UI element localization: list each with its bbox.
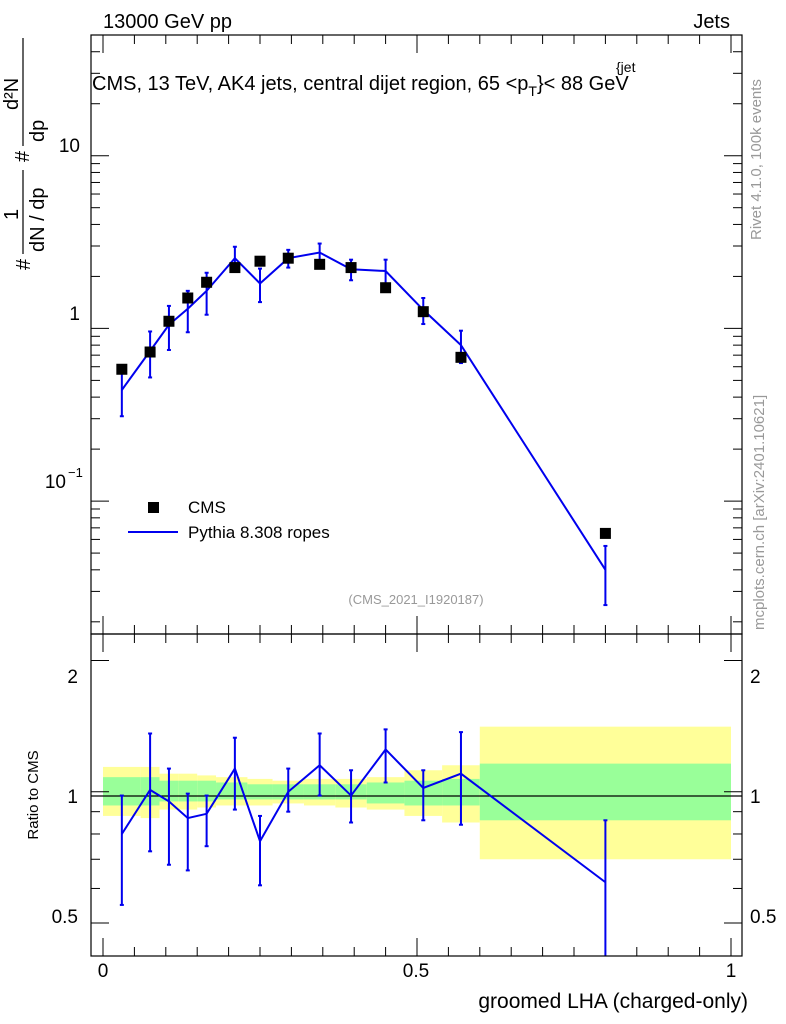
ratio-mc-line — [120, 747, 607, 884]
ytick-label-0.1-exponent: −1 — [68, 465, 83, 480]
legend-data-label: CMS — [188, 498, 226, 517]
ytick-label-10: 10 — [59, 136, 80, 157]
ratio-band-inner — [366, 782, 405, 804]
ratio-plot-frame — [90, 633, 743, 957]
x-axis-label: groomed LHA (charged-only) — [478, 990, 748, 1013]
data-point — [380, 282, 392, 294]
plot-title: CMS, 13 TeV, AK4 jets, central dijet reg… — [92, 73, 629, 99]
ratio-ytick-label-1: 1 — [67, 787, 78, 808]
data-point — [314, 258, 326, 270]
data-point — [144, 346, 156, 358]
data-point — [182, 292, 194, 304]
legend-mc-label: Pythia 8.308 ropes — [188, 523, 330, 542]
legend-data-marker — [148, 502, 159, 513]
y-label-den2: dp — [27, 120, 49, 142]
ratio-band-inner — [247, 784, 273, 800]
xtick-label-0.5: 0.5 — [403, 961, 429, 982]
ratio-uncertainty-bands — [103, 726, 731, 860]
y-label-denominator: dN / dp — [27, 188, 49, 252]
data-point — [417, 306, 429, 318]
y-label-numerator: 1 — [1, 209, 23, 220]
ratio-ytick-label-1-right: 1 — [750, 787, 761, 808]
y-label-num2: d²N — [1, 78, 23, 110]
main-panel — [90, 34, 743, 635]
data-point — [282, 252, 294, 264]
ratio-y-axis-label: Ratio to CMS — [25, 750, 42, 839]
main-plot-frame — [90, 34, 743, 635]
ratio-ytick-label-0.5: 0.5 — [52, 907, 78, 928]
data-point — [229, 262, 241, 274]
source-url-text: mcplots.cern.ch [arXiv:2401.10621] — [751, 395, 768, 630]
data-point — [163, 315, 175, 327]
rivet-version-text: Rivet 4.1.0, 100k events — [748, 79, 765, 240]
data-point — [201, 276, 213, 288]
y-label-hash: # — [13, 258, 35, 270]
xtick-label-0: 0 — [98, 961, 109, 982]
ratio-ytick-label-0.5-right: 0.5 — [750, 907, 776, 928]
data-series — [116, 252, 611, 539]
data-point — [345, 262, 357, 274]
ratio-band-inner — [479, 763, 731, 821]
data-point — [455, 351, 467, 363]
ytick-label-1: 1 — [69, 304, 80, 325]
ratio-ytick-label-2-right: 2 — [750, 667, 761, 688]
data-point — [599, 527, 611, 539]
main-y-axis-label: # 1 dN / dp # d²N dp — [1, 38, 49, 270]
energy-label: 13000 GeV pp — [103, 11, 232, 33]
ratio-axis-ticks — [91, 634, 742, 956]
ytick-label-0.1: 10 — [45, 472, 66, 493]
analysis-watermark: (CMS_2021_I1920187) — [348, 592, 483, 607]
category-label: Jets — [693, 11, 730, 33]
main-axis-ticks — [91, 34, 742, 634]
xtick-label-1: 1 — [726, 961, 737, 982]
data-point — [254, 255, 266, 267]
ratio-mc-series — [119, 728, 608, 956]
ratio-ytick-label-2: 2 — [67, 667, 78, 688]
y-label-hash2: # — [12, 150, 34, 162]
plot-title-superscript: {jet — [616, 59, 636, 75]
data-point — [116, 363, 128, 375]
